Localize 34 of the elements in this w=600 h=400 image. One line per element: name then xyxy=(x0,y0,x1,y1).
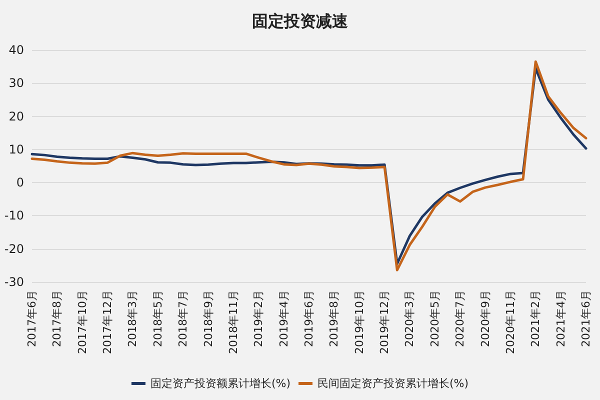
x-tick-label: 2019年2月 xyxy=(252,290,266,347)
y-tick-label: -30 xyxy=(4,275,24,289)
y-tick-label: -10 xyxy=(4,208,24,223)
x-tick-label: 2018年7月 xyxy=(176,290,190,347)
x-tick-label: 2017年10月 xyxy=(76,290,89,354)
x-tick-label: 2018年9月 xyxy=(202,290,215,347)
x-tick-label: 2017年6月 xyxy=(26,290,38,347)
x-tick-label: 2017年12月 xyxy=(101,290,114,354)
y-tick-label: 20 xyxy=(8,109,24,124)
x-tick-label: 2021年2月 xyxy=(529,290,542,347)
y-tick-label: 10 xyxy=(8,142,24,156)
x-tick-label: 2018年5月 xyxy=(151,290,164,347)
x-tick-label: 2021年4月 xyxy=(554,290,568,347)
x-tick-label: 2021年6月 xyxy=(580,290,592,347)
x-tick-label: 2018年3月 xyxy=(126,290,140,347)
x-tick-label: 2020年3月 xyxy=(403,290,416,347)
x-tick-label: 2020年5月 xyxy=(428,290,442,347)
x-tick-label: 2017年8月 xyxy=(50,290,64,347)
x-tick-label: 2019年8月 xyxy=(328,290,341,347)
x-tick-label: 2019年6月 xyxy=(302,290,316,347)
y-tick-label: -20 xyxy=(4,242,24,256)
x-tick-label: 2019年4月 xyxy=(277,290,290,347)
y-tick-label: 40 xyxy=(8,43,24,57)
x-tick-label: 2019年12月 xyxy=(378,290,392,354)
chart-title: 固定投资减速 xyxy=(252,12,349,30)
x-tick-label: 2020年7月 xyxy=(454,290,467,347)
legend-label: 固定资产投资额累计增长(%) xyxy=(150,377,291,390)
legend-label: 民间固定资产投资累计增长(%) xyxy=(318,377,469,390)
y-tick-label: 0 xyxy=(16,176,24,190)
x-tick-label: 2020年9月 xyxy=(478,290,492,347)
x-tick-label: 2020年11月 xyxy=(504,290,517,354)
x-tick-label: 2018年11月 xyxy=(226,290,240,354)
x-tick-label: 2019年10月 xyxy=(352,290,366,354)
y-tick-label: 30 xyxy=(8,76,24,90)
